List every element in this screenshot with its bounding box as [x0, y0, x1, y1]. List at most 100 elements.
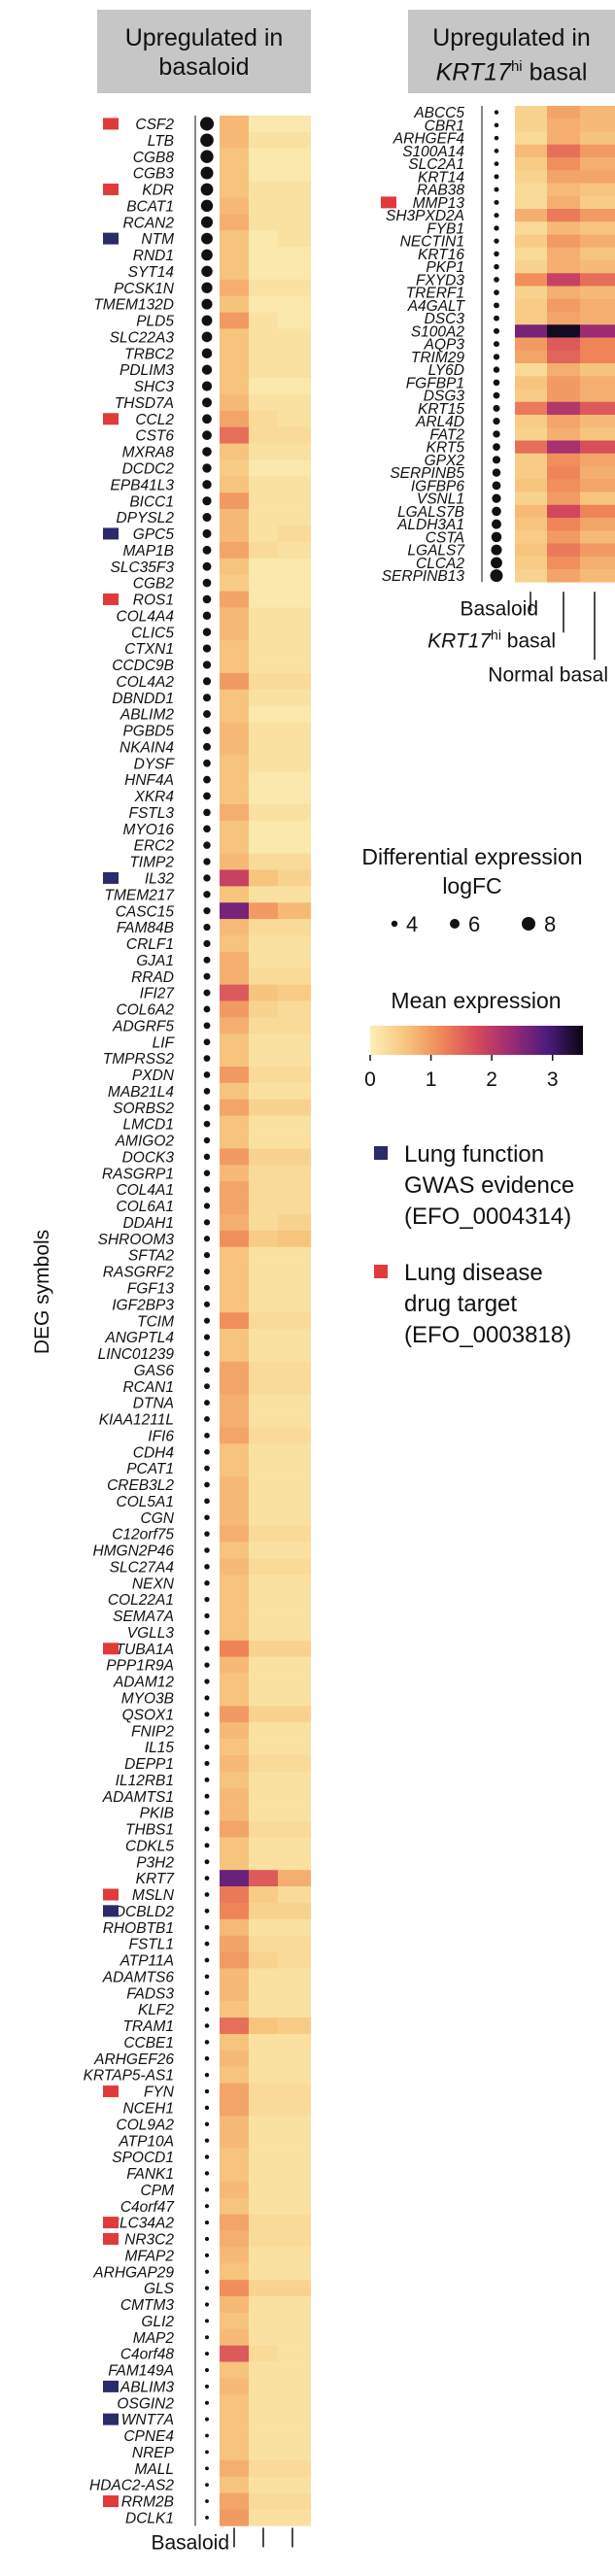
heatmap-cell	[249, 1656, 278, 1674]
heatmap-cell	[220, 2230, 249, 2248]
heatmap-cell	[249, 295, 278, 313]
heatmap-cell	[515, 569, 547, 583]
gene-label: TCIM	[137, 1313, 174, 1330]
logfc-dot	[203, 989, 211, 997]
logfc-dot	[203, 1186, 211, 1193]
heatmap-cell	[547, 170, 580, 184]
gene-label: CCDC9B	[112, 658, 174, 674]
heatmap-cell	[220, 181, 249, 198]
heatmap-cell	[278, 1165, 311, 1182]
gene-label: TRAM1	[122, 2018, 174, 2035]
logfc-dot	[200, 183, 214, 196]
logfc-dot	[203, 792, 211, 800]
heatmap-cell	[220, 935, 249, 953]
heatmap-cell	[278, 1443, 311, 1461]
heatmap-cell	[220, 1034, 249, 1051]
gene-label: CLCA2	[416, 556, 464, 572]
heatmap-cell	[249, 2149, 278, 2166]
heatmap-cell	[249, 2033, 278, 2051]
heatmap-cell	[278, 2378, 311, 2395]
right-panel-header: Upregulated in KRT17hi basal	[408, 10, 615, 93]
gene-label: CRLF1	[126, 936, 174, 953]
heatmap-cell	[515, 401, 547, 416]
heatmap-cell	[220, 672, 249, 691]
heatmap-cell	[249, 1181, 278, 1199]
heatmap-cell	[249, 1886, 278, 1904]
gene-label: THBS1	[125, 1822, 174, 1839]
heatmap-cell	[220, 1755, 249, 1773]
gene-label: FGF13	[127, 1281, 175, 1298]
heatmap-cell	[580, 530, 615, 544]
heatmap-cell	[220, 2247, 249, 2264]
logfc-dot	[494, 251, 499, 257]
heatmap-cell	[249, 2312, 278, 2330]
heatmap-cell	[547, 157, 580, 171]
gene-label: SHROOM3	[98, 1232, 175, 1248]
heatmap-cell	[220, 2263, 249, 2281]
heatmap-cell	[249, 755, 278, 772]
logfc-dot	[205, 2516, 209, 2520]
logfc-dot	[200, 150, 214, 163]
logfc-dot	[205, 2499, 209, 2503]
gene-label: LGALS7B	[397, 504, 464, 521]
heatmap-cell	[278, 1804, 311, 1821]
heatmap-cell	[220, 2394, 249, 2412]
gwas-marker	[103, 871, 119, 884]
gene-label: ROS1	[133, 593, 174, 609]
gene-label: COL4A2	[117, 674, 175, 691]
heatmap-cell	[580, 389, 615, 403]
gene-label: CSTA	[426, 529, 464, 546]
heatmap-cell	[220, 1623, 249, 1642]
heatmap-cell	[220, 2411, 249, 2428]
heatmap-cell	[220, 2017, 249, 2035]
logfc-dot	[204, 1350, 210, 1357]
drug-target-marker	[103, 2232, 119, 2245]
logfc-dot	[204, 1383, 210, 1390]
heatmap-cell	[249, 1050, 278, 1068]
heatmap-cell	[220, 426, 249, 444]
logfc-dot	[203, 1219, 211, 1226]
heatmap-cell	[220, 689, 249, 706]
heatmap-cell	[278, 2230, 311, 2248]
gene-label: QSOX1	[122, 1707, 174, 1723]
heatmap-cell	[220, 558, 249, 575]
logfc-dot	[203, 1284, 211, 1291]
heatmap-cell	[249, 116, 278, 133]
gene-label: RASGRF2	[103, 1265, 175, 1281]
gene-label: FYN	[144, 2085, 175, 2101]
logfc-dot	[204, 1859, 210, 1865]
gene-label: IGFBP6	[411, 478, 465, 494]
heatmap-cell	[547, 286, 580, 300]
heatmap-cell	[220, 1918, 249, 1936]
gene-label: KDR	[142, 183, 174, 199]
column-label-krt17hi-basal: KRT17hi basal	[427, 627, 556, 652]
heatmap-cell	[278, 295, 311, 313]
heatmap-cell	[249, 1198, 278, 1215]
heatmap-cell	[580, 350, 615, 364]
heatmap-cell	[249, 1689, 278, 1707]
gene-label: OSGIN2	[117, 2395, 174, 2412]
heatmap-cell	[249, 1706, 278, 1723]
logfc-dot	[494, 315, 499, 322]
logfc-dot	[203, 1038, 211, 1046]
gwas-legend-swatch	[374, 1146, 388, 1160]
heatmap-cell	[278, 181, 311, 198]
heatmap-cell	[220, 230, 249, 248]
logfc-dot	[203, 1252, 211, 1259]
logfc-dot	[202, 561, 212, 571]
drug-target-marker	[103, 2085, 119, 2098]
size-legend: Differential expression logFC 4 6 8	[361, 844, 582, 936]
logfc-dot	[201, 282, 213, 293]
heatmap-cell	[220, 1082, 249, 1101]
heatmap-cell	[220, 1886, 249, 1904]
column-label-normal-basal: Normal basal	[488, 663, 608, 686]
gene-label: KIAA1211L	[99, 1412, 174, 1429]
logfc-dot	[203, 1301, 211, 1307]
heatmap-cell	[278, 2181, 311, 2199]
gene-label: COL9A2	[117, 2117, 175, 2133]
gene-label: PKIB	[140, 1806, 174, 1822]
heatmap-cell	[278, 541, 311, 559]
gwas-legend-line2: GWAS evidence	[404, 1172, 574, 1199]
heatmap-cell	[249, 1427, 278, 1444]
heatmap-cell	[278, 1263, 311, 1280]
